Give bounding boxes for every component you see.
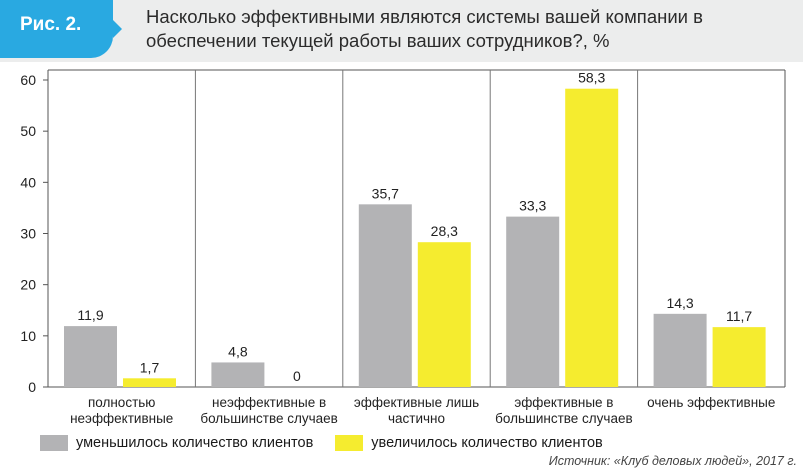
bar <box>565 88 619 387</box>
y-tick-label: 0 <box>28 379 36 395</box>
bar <box>211 362 265 387</box>
y-tick-label: 60 <box>20 72 36 88</box>
legend-label-decreased: уменьшилось количество клиентов <box>76 435 314 451</box>
data-label: 11,9 <box>77 307 103 323</box>
bar <box>653 313 707 387</box>
x-tick-label: эффективные в <box>514 395 613 410</box>
data-label: 11,7 <box>726 308 752 324</box>
data-label: 14,3 <box>666 295 693 311</box>
legend-label-increased: увеличилось количество клиентов <box>371 435 603 451</box>
bar <box>64 326 117 387</box>
legend-item-decreased: уменьшилось количество клиентов <box>40 435 313 451</box>
data-label: 58,3 <box>578 70 605 86</box>
bar <box>506 216 560 387</box>
bar <box>712 327 766 387</box>
x-tick-label: неэффективные <box>70 411 173 426</box>
data-label: 0 <box>293 368 301 384</box>
x-tick-label: неэффективные в <box>212 395 326 410</box>
chart-title: Насколько эффективными являются системы … <box>146 6 703 51</box>
data-label: 4,8 <box>228 343 248 359</box>
x-tick-label: эффективные лишь <box>354 395 479 410</box>
y-tick-label: 40 <box>20 174 36 190</box>
figure-number: Рис. 2. <box>20 14 82 35</box>
data-label: 33,3 <box>519 198 546 214</box>
x-tick-label: большинстве случаев <box>495 411 633 426</box>
data-label: 1,7 <box>140 359 160 375</box>
legend: уменьшилось количество клиентов увеличил… <box>40 432 625 454</box>
bar <box>417 242 471 387</box>
legend-item-increased: увеличилось количество клиентов <box>335 435 603 451</box>
figure-badge: Рис. 2. <box>0 0 113 58</box>
y-tick-label: 50 <box>20 123 36 139</box>
data-label: 35,7 <box>372 185 399 201</box>
legend-swatch-decreased <box>40 435 68 451</box>
y-tick-label: 20 <box>20 277 36 293</box>
bar-chart: 010203040506011,91,7полностьюнеэффективн… <box>20 69 786 426</box>
x-tick-label: очень эффективные <box>647 395 775 410</box>
x-tick-label: большинстве случаев <box>200 411 338 426</box>
bar <box>123 378 176 387</box>
bar <box>358 204 412 387</box>
legend-swatch-increased <box>335 435 364 451</box>
chart-header: Рис. 2. Насколько эффективными являются … <box>0 0 803 62</box>
x-tick-label: полностью <box>88 395 155 410</box>
y-tick-label: 10 <box>20 328 36 344</box>
y-tick-label: 30 <box>20 226 36 242</box>
x-tick-label: частично <box>388 411 445 426</box>
badge-arrow <box>113 20 122 38</box>
source-note: Источник: «Клуб деловых людей», 2017 г. <box>548 454 797 468</box>
data-label: 28,3 <box>431 223 458 239</box>
